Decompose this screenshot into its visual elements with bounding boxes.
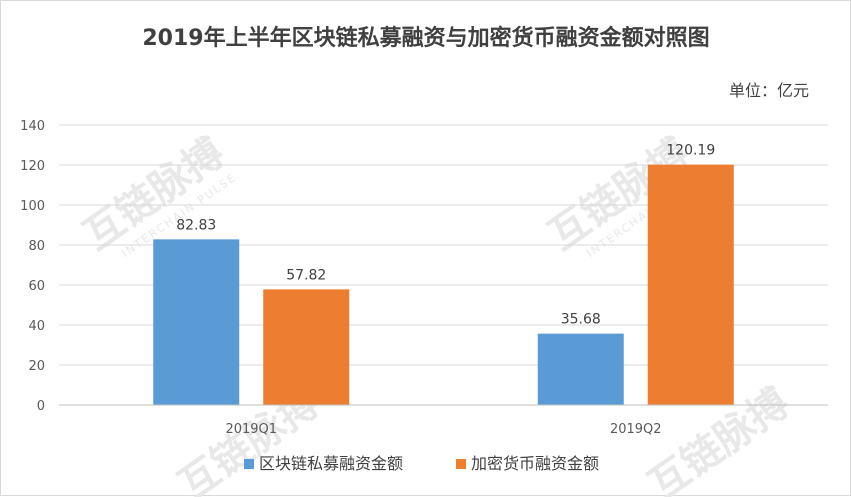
y-tick-label: 120 (20, 159, 45, 174)
legend-label: 区块链私募融资金额 (259, 454, 403, 473)
data-label: 120.19 (666, 143, 715, 159)
bar (537, 333, 624, 405)
x-axis: 2019Q1 2019Q2 (59, 404, 828, 437)
legend: 区块链私募融资金额 加密货币融资金额 (244, 454, 599, 473)
data-label: 35.68 (561, 312, 601, 328)
y-tick-label: 100 (20, 199, 45, 214)
bar (647, 164, 734, 405)
legend-label: 加密货币融资金额 (471, 454, 599, 473)
y-tick-label: 60 (28, 279, 45, 294)
y-tick-label: 140 (20, 119, 45, 134)
unit-label: 单位：亿元 (729, 81, 809, 100)
y-axis: 0 20 40 60 80 100 120 140 (20, 119, 45, 414)
y-tick-label: 20 (28, 359, 45, 374)
x-tick-label: 2019Q2 (610, 422, 662, 437)
y-tick-label: 0 (37, 399, 45, 414)
data-label: 57.82 (286, 267, 326, 283)
bar (263, 289, 350, 405)
chart-title: 2019年上半年区块链私募融资与加密货币融资金额对照图 (142, 25, 709, 51)
bars: 82.83 57.82 35.68 120.19 (153, 143, 734, 405)
x-tick-label: 2019Q1 (225, 422, 277, 437)
data-label: 82.83 (176, 217, 216, 233)
y-tick-label: 40 (28, 319, 45, 334)
legend-swatch (244, 459, 254, 469)
legend-swatch (456, 459, 466, 469)
bar (153, 239, 240, 405)
y-tick-label: 80 (28, 239, 45, 254)
